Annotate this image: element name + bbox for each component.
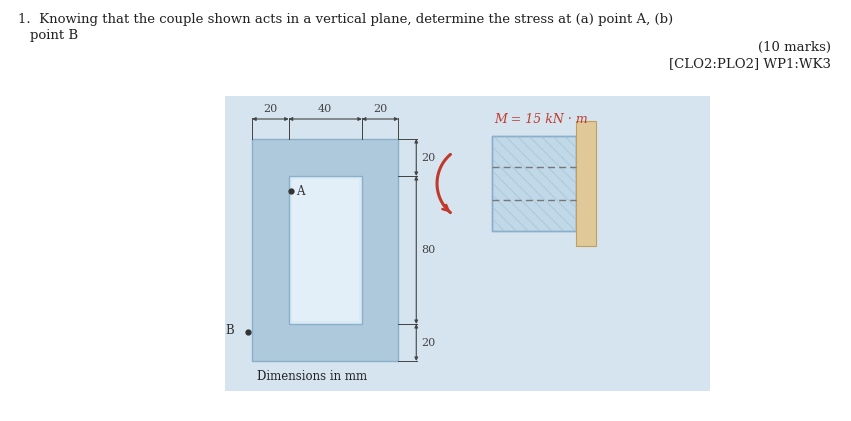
Bar [493,136,576,231]
Text: [CLO2:PLO2] WP1:WK3: [CLO2:PLO2] WP1:WK3 [669,57,831,70]
Text: 20: 20 [263,104,277,114]
Text: 80: 80 [421,245,436,255]
Text: 20: 20 [421,338,436,347]
Text: M = 15 kN · m: M = 15 kN · m [494,113,588,126]
Text: A: A [295,185,304,198]
Bar [252,139,398,361]
Bar [493,136,576,231]
Text: 40: 40 [318,104,333,114]
Text: (10 marks): (10 marks) [757,41,831,54]
Bar [226,96,710,391]
Bar [288,176,362,324]
Text: 20: 20 [373,104,387,114]
Text: 20: 20 [421,152,436,163]
Bar [576,121,597,246]
Text: Dimensions in mm: Dimensions in mm [257,370,368,383]
Text: point B: point B [30,29,77,42]
Text: 1.  Knowing that the couple shown acts in a vertical plane, determine the stress: 1. Knowing that the couple shown acts in… [18,13,673,26]
Text: B: B [226,325,234,338]
Bar [292,179,359,321]
